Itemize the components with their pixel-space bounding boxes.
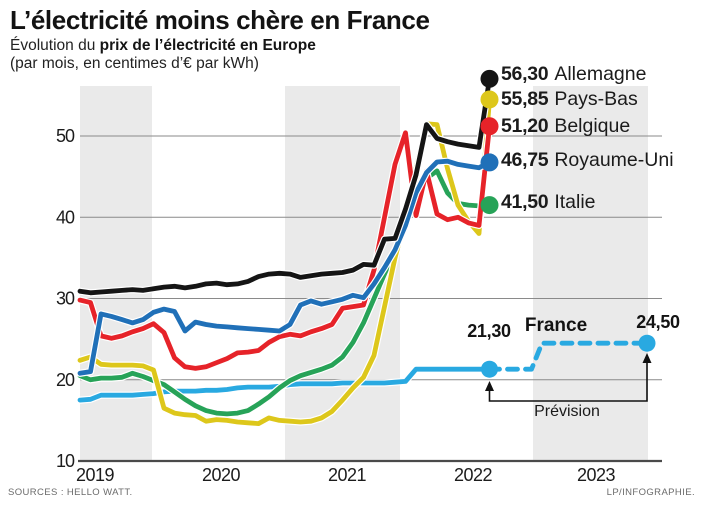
legend-item-italie: 41,50 Italie <box>501 191 596 214</box>
x-axis-year-2019: 2019 <box>76 465 115 485</box>
subtitle-prefix: Évolution du <box>10 37 100 54</box>
line-allemagne <box>77 76 492 296</box>
legend-country-name: Allemagne <box>554 63 647 85</box>
legend-country-name: Royaume-Uni <box>554 149 674 171</box>
france-forecast-value-label: 24,50 <box>636 312 680 332</box>
series-end-dot-royaume-uni <box>480 153 499 172</box>
legend-country-name: Pays-Bas <box>554 88 638 110</box>
series-end-dot-france <box>481 360 498 378</box>
series-end-dot-pays-bas <box>480 90 499 109</box>
legend-country-name: Italie <box>554 191 596 213</box>
legend-value: 51,20 <box>501 115 549 137</box>
legend-item-allemagne: 56,30 Allemagne <box>501 63 646 86</box>
legend-value: 56,30 <box>501 63 549 85</box>
legend-item-royaume-uni: 46,75 Royaume-Uni <box>501 149 674 172</box>
chart-subtitle-unit: (par mois, en centimes d’€ par kWh) <box>10 55 259 72</box>
page-title: L’électricité moins chère en France <box>10 5 430 35</box>
line-belgique <box>77 123 492 371</box>
legend-item-pays-bas: 55,85 Pays-Bas <box>501 88 638 111</box>
france-series-label: France <box>524 315 588 336</box>
line-france-forecast <box>487 340 650 372</box>
legend-country-name: Belgique <box>554 115 631 137</box>
prevision-arrow-right <box>642 353 652 363</box>
prevision-bracket <box>488 361 648 402</box>
x-axis-year-2023: 2023 <box>577 465 616 485</box>
x-axis-year-2022: 2022 <box>454 465 493 485</box>
legend-value: 41,50 <box>501 191 549 213</box>
prevision-arrow-left <box>485 381 494 391</box>
source-credit: SOURCES : HELLO WATT. <box>8 487 133 498</box>
y-axis-label-10: 10 <box>56 451 75 471</box>
x-axis-year-2020: 2020 <box>202 465 241 485</box>
legend-value: 55,85 <box>501 88 549 110</box>
france-forecast-dot <box>638 334 656 352</box>
y-axis-label-40: 40 <box>56 207 75 227</box>
y-axis-label-30: 30 <box>56 289 75 309</box>
infographic-credit: LP/INFOGRAPHIE. <box>606 487 695 498</box>
legend-item-belgique: 51,20 Belgique <box>501 115 630 138</box>
x-axis-year-2021: 2021 <box>328 465 367 485</box>
prevision-label: Prévision <box>534 403 600 420</box>
series-end-dot-belgique <box>480 117 499 136</box>
y-axis-label-50: 50 <box>56 126 75 146</box>
subtitle-bold: prix de l’électricité en Europe <box>99 37 316 54</box>
y-axis-label-20: 20 <box>56 370 75 390</box>
france-current-value-label: 21,30 <box>467 321 511 341</box>
series-end-dot-italie <box>480 196 499 215</box>
year-band-2023 <box>533 86 648 461</box>
chart-subtitle: Évolution du prix de l’électricité en Eu… <box>10 37 316 55</box>
series-end-dot-allemagne <box>480 69 499 88</box>
year-band-2019 <box>80 86 152 461</box>
legend-value: 46,75 <box>501 149 549 171</box>
line-royaume-uni <box>77 158 492 376</box>
